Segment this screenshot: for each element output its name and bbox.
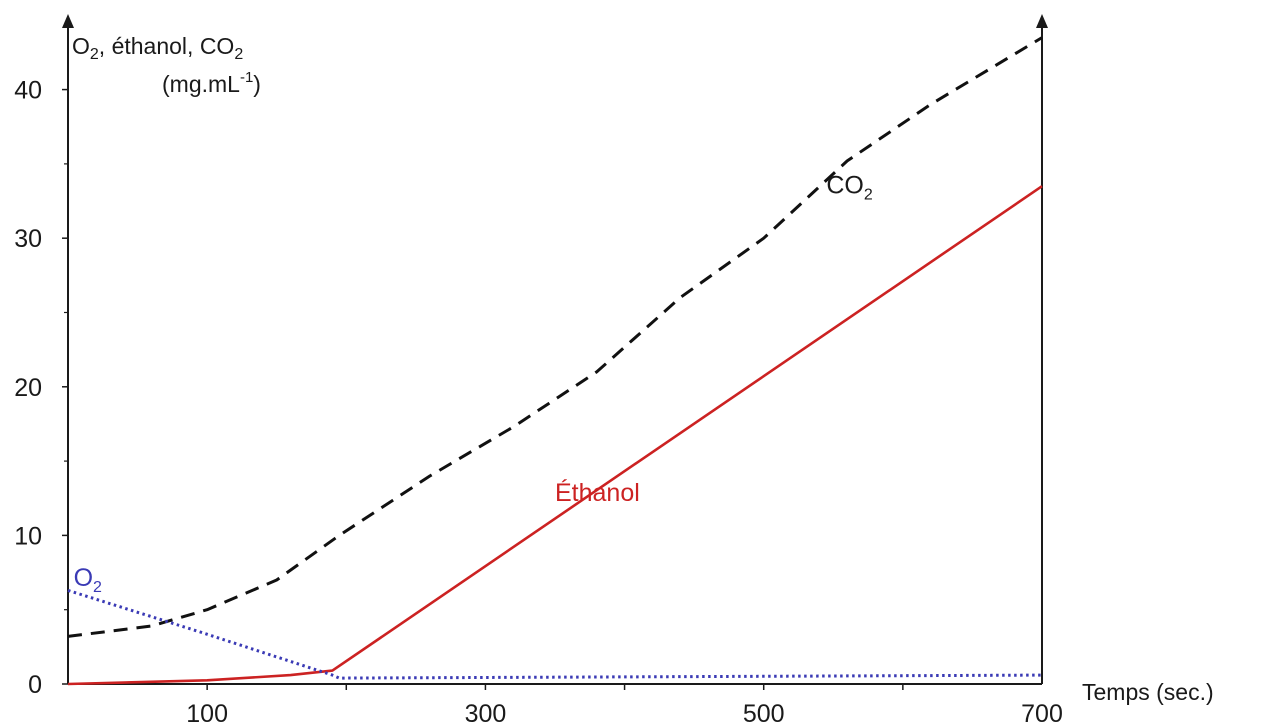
x-tick-label: 100 bbox=[186, 700, 228, 724]
series-layer bbox=[67, 36, 1043, 686]
series-label: O2 bbox=[74, 564, 102, 596]
ticks: 0 10 20 30 40 100 300 500 700 bbox=[14, 77, 1063, 724]
y-axis-title-line2: (mg.mL-1) bbox=[162, 69, 261, 97]
y-tick-label: 20 bbox=[14, 374, 42, 402]
right-axis bbox=[1036, 14, 1048, 684]
series-label: CO2 bbox=[826, 172, 873, 204]
y-axis bbox=[62, 14, 74, 684]
x-tick-label: 500 bbox=[743, 700, 785, 724]
y-tick-label: 0 bbox=[28, 671, 42, 699]
y-tick-label: 40 bbox=[14, 77, 42, 105]
y-tick-label: 30 bbox=[14, 225, 42, 253]
series-label: Éthanol bbox=[555, 478, 640, 507]
y-axis-arrow bbox=[62, 14, 74, 28]
y-axis-title-line1: O2, éthanol, CO2 bbox=[72, 33, 243, 63]
series-line--thanol bbox=[67, 185, 1043, 686]
x-axis-title: Temps (sec.) bbox=[1082, 679, 1214, 705]
labels-layer: CO2 Éthanol O2 bbox=[74, 172, 873, 596]
x-tick-label: 700 bbox=[1021, 700, 1063, 724]
series-line-o2 bbox=[67, 588, 1043, 680]
right-axis-arrow bbox=[1036, 14, 1048, 28]
y-tick-label: 10 bbox=[14, 522, 42, 550]
x-tick-label: 300 bbox=[465, 700, 507, 724]
series-line-co2 bbox=[67, 36, 1043, 638]
